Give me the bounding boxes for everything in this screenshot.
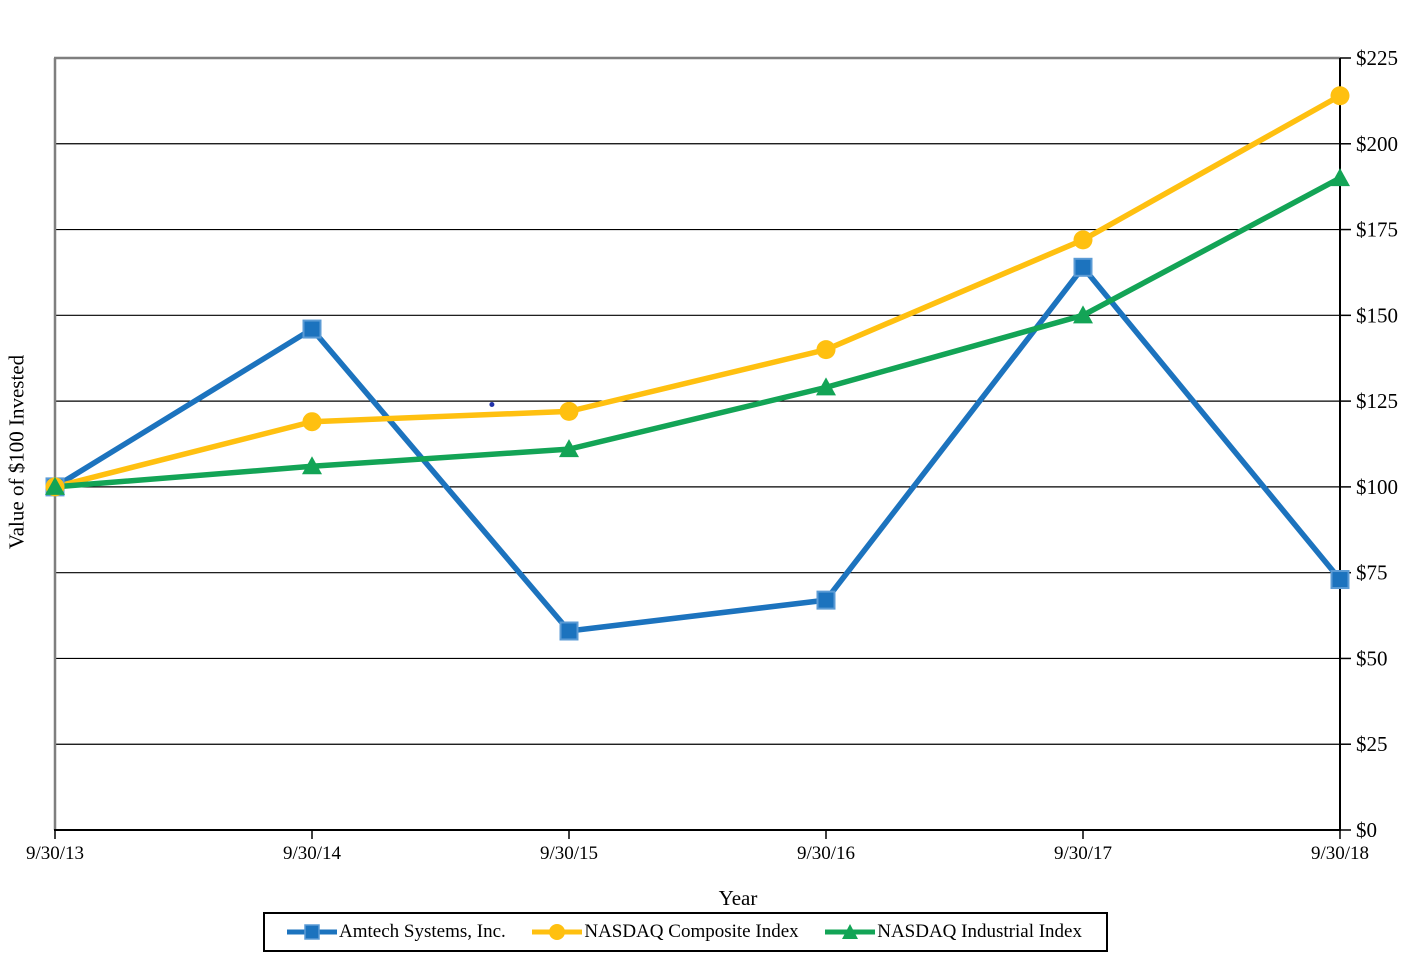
stray-ink-dot (489, 402, 495, 408)
legend-circle-marker-icon (532, 924, 583, 940)
y-tick-label: $75 (1356, 561, 1388, 585)
data-point-circle (1073, 230, 1093, 250)
data-point-circle (559, 401, 579, 421)
data-point-triangle (816, 377, 836, 396)
legend-label-1: NASDAQ Composite Index (584, 921, 799, 942)
y-tick-label: $125 (1356, 389, 1398, 413)
data-point-triangle (559, 439, 579, 458)
data-point-square (559, 621, 579, 641)
legend-label-2: NASDAQ Industrial Index (877, 921, 1082, 942)
legend-triangle-marker-icon (825, 924, 876, 939)
y-tick-label: $50 (1356, 646, 1388, 670)
legend-square-marker-icon (287, 924, 337, 940)
y-axis-title: Value of $100 Invested (4, 354, 29, 550)
legend-item-0: Amtech Systems, Inc. (285, 921, 506, 943)
x-tick-label: 9/30/14 (283, 843, 342, 864)
y-tick-label: $200 (1356, 132, 1398, 156)
data-point-square (816, 590, 836, 610)
legend-item-2: NASDAQ Industrial Index (823, 921, 1082, 943)
legend-label-0: Amtech Systems, Inc. (339, 921, 506, 942)
x-tick-label: 9/30/15 (540, 843, 598, 864)
data-point-triangle (45, 476, 65, 495)
y-tick-label: $175 (1356, 218, 1398, 242)
data-point-circle (302, 412, 322, 432)
data-point-triangle (1330, 168, 1350, 187)
data-point-circle (1330, 86, 1350, 106)
series-line-1 (54, 93, 1342, 490)
y-tick-label: $0 (1356, 818, 1377, 842)
legend: Amtech Systems, Inc. NASDAQ Composite Ind… (263, 912, 1108, 952)
data-point-circle (816, 340, 836, 360)
x-axis-title: Year (718, 886, 758, 910)
data-point-square (302, 319, 322, 339)
data-point-triangle (302, 456, 322, 475)
data-point-square (1073, 257, 1093, 277)
y-tick-label: $150 (1356, 303, 1398, 327)
series-line-2 (54, 175, 1342, 490)
y-tick-label: $25 (1356, 732, 1388, 756)
x-tick-label: 9/30/17 (1054, 843, 1112, 864)
x-tick-label: 9/30/16 (797, 843, 855, 864)
x-tick-label: 9/30/13 (26, 843, 84, 864)
series-line-0 (53, 262, 1343, 634)
x-tick-label: 9/30/18 (1311, 843, 1369, 864)
y-tick-label: $225 (1356, 46, 1398, 70)
data-point-triangle (1073, 305, 1093, 324)
y-tick-label: $100 (1356, 475, 1398, 499)
data-point-square (1330, 570, 1350, 590)
legend-item-1: NASDAQ Composite Index (530, 921, 799, 943)
